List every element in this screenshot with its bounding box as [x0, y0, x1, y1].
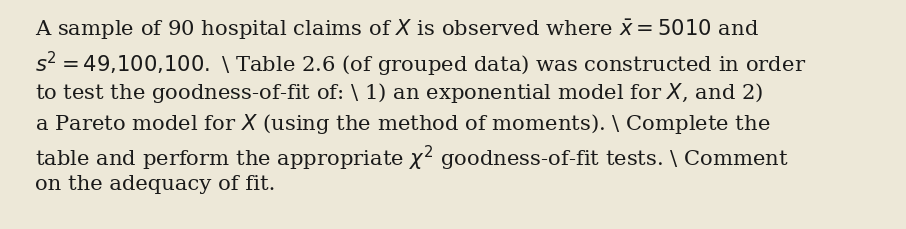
Text: on the adequacy of fit.: on the adequacy of fit. — [35, 175, 275, 194]
Text: $s^2 = 49{,}100{,}100.$ \ Table 2.6 (of grouped data) was constructed in order: $s^2 = 49{,}100{,}100.$ \ Table 2.6 (of … — [35, 49, 806, 79]
Text: A sample of 90 hospital claims of $X$ is observed where $\bar{x} = 5010$ and: A sample of 90 hospital claims of $X$ is… — [35, 18, 759, 42]
Text: to test the goodness-of-fit of: \ 1) an exponential model for $X$, and 2): to test the goodness-of-fit of: \ 1) an … — [35, 81, 764, 105]
Text: table and perform the appropriate $\chi^2$ goodness-of-fit tests. \ Comment: table and perform the appropriate $\chi^… — [35, 144, 789, 173]
Text: a Pareto model for $X$ (using the method of moments). \ Complete the: a Pareto model for $X$ (using the method… — [35, 112, 770, 136]
